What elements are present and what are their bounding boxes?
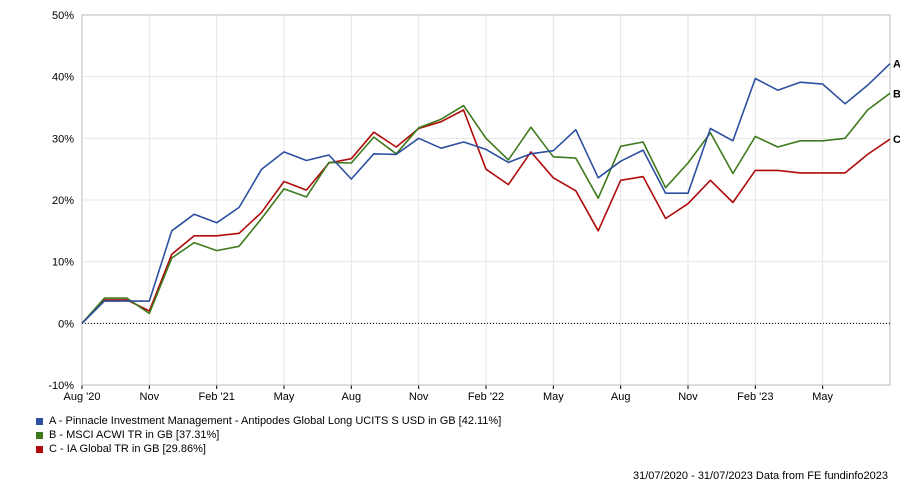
x-tick-label: Aug <box>342 391 362 403</box>
series-end-label-a: A <box>893 59 900 71</box>
x-tick-label: Feb '22 <box>468 391 504 403</box>
y-tick-label: 50% <box>52 10 74 22</box>
series-line-c <box>81 109 891 324</box>
x-tick-label: Nov <box>678 391 698 403</box>
x-tick-label: May <box>274 391 295 403</box>
y-tick-label: 20% <box>52 195 74 207</box>
x-tick-label: Aug '20 <box>64 391 101 403</box>
legend-label-c: C - IA Global TR in GB [29.86%] <box>49 443 206 455</box>
y-tick-label: 0% <box>58 318 74 330</box>
x-tick-label: May <box>543 391 564 403</box>
x-tick-label: Feb '23 <box>737 391 773 403</box>
legend-swatch-c <box>36 445 43 453</box>
y-tick-label: 40% <box>52 72 74 84</box>
series-end-label-b: B <box>893 88 900 100</box>
legend-item-b: B - MSCI ACWI TR in GB [37.31%] <box>36 428 501 442</box>
x-tick-label: Aug <box>611 391 631 403</box>
x-tick-label: Nov <box>140 391 160 403</box>
y-tick-label: 30% <box>52 133 74 145</box>
y-tick-label: -10% <box>48 380 74 392</box>
performance-line-chart: -10% 0% 10% 20% 30% 40% 50% Aug '20 Nov Feb '21 Ma… <box>48 10 900 403</box>
plot-area-border <box>81 14 891 386</box>
legend-item-c: C - IA Global TR in GB [29.86%] <box>36 442 501 456</box>
x-tick-label: May <box>812 391 833 403</box>
series-line-a <box>81 63 891 324</box>
legend-swatch-a <box>36 417 43 425</box>
legend-item-a: A - Pinnacle Investment Management - Ant… <box>36 414 501 428</box>
y-tick-label: 10% <box>52 257 74 269</box>
x-tick-label: Feb '21 <box>198 391 234 403</box>
legend-swatch-b <box>36 431 43 439</box>
legend-label-b: B - MSCI ACWI TR in GB [37.31%] <box>49 429 220 441</box>
legend-label-a: A - Pinnacle Investment Management - Ant… <box>49 415 502 427</box>
x-tick-label: Nov <box>409 391 429 403</box>
data-source-footer: 31/07/2020 - 31/07/2023 Data from FE fun… <box>632 470 888 482</box>
series-end-label-c: C <box>893 134 900 146</box>
chart-legend: A - Pinnacle Investment Management - Ant… <box>36 414 501 456</box>
series-line-b <box>81 92 891 324</box>
